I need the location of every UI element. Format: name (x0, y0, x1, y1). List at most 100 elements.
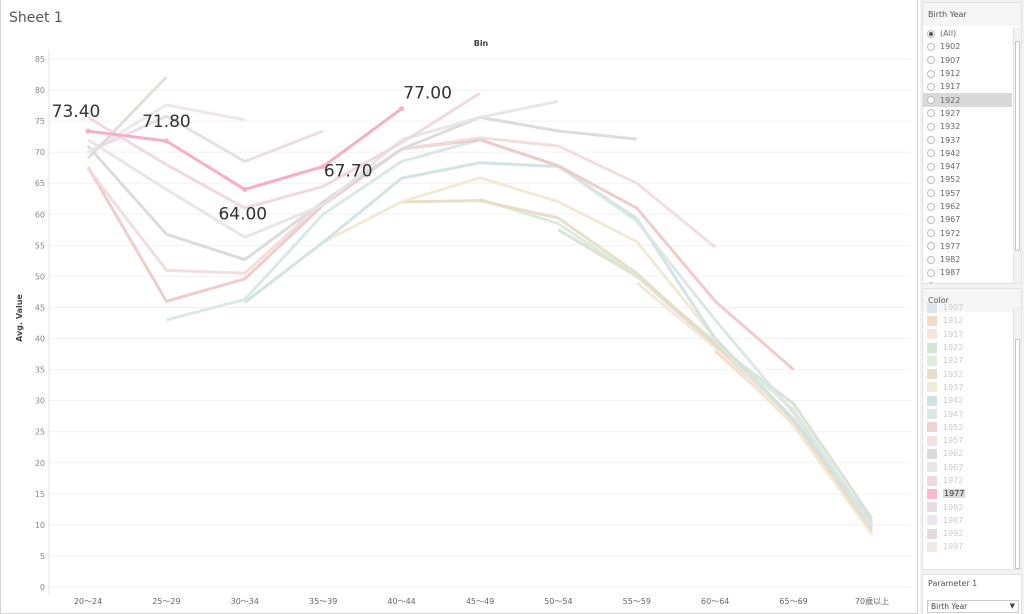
filter-item[interactable]: 1972 (923, 226, 1012, 239)
legend-item[interactable]: 1947 (923, 407, 1012, 420)
y-tick-label: 35 (35, 366, 45, 375)
filter-item[interactable]: 1937 (923, 133, 1012, 146)
color-swatch (927, 488, 937, 499)
legend-item[interactable]: 1987 (923, 514, 1012, 527)
legend-item-label: 1912 (943, 316, 964, 326)
legend-item[interactable]: 1982 (923, 500, 1012, 513)
y-tick-label: 65 (35, 179, 45, 188)
series-line-1972[interactable] (87, 91, 481, 210)
filter-item[interactable]: 1982 (923, 253, 1012, 266)
radio-button[interactable] (927, 175, 935, 184)
color-swatch (927, 342, 937, 353)
radio-button[interactable] (927, 162, 935, 171)
parameter-value: Birth Year (931, 602, 968, 611)
filter-scrollbar[interactable] (1013, 27, 1021, 283)
legend-item[interactable]: 1992 (923, 527, 1012, 540)
legend-item[interactable]: 1952 (923, 421, 1012, 434)
series-line-1967[interactable] (87, 99, 559, 239)
series-line-1962[interactable] (86, 115, 637, 262)
y-tick-label: 50 (35, 272, 45, 281)
series-line-1987[interactable] (87, 103, 246, 154)
filter-item[interactable]: 1992 (923, 280, 1012, 283)
radio-button[interactable] (927, 96, 935, 105)
x-tick-label: 30～34 (231, 597, 259, 606)
side-panel: Birth Year (All) 1902 1907 1912 1917 1922 1927… (920, 0, 1024, 614)
series-line-1957[interactable] (86, 136, 717, 275)
parameter-dropdown[interactable]: Birth Year ▼ (927, 600, 1019, 613)
filter-item[interactable]: 1962 (923, 200, 1012, 213)
legend-item[interactable]: 1912 (923, 314, 1012, 327)
color-legend: Color 1907 1912 1917 1922 1927 1932 1937 1942 19… (922, 288, 1022, 570)
data-point[interactable] (163, 138, 169, 144)
radio-button[interactable] (927, 229, 935, 238)
x-tick-label: 35～39 (309, 597, 337, 606)
radio-button[interactable] (927, 122, 935, 131)
radio-button[interactable] (927, 242, 935, 251)
radio-button[interactable] (927, 202, 935, 211)
radio-button[interactable] (927, 42, 935, 51)
legend-item[interactable]: 1977 (923, 487, 1012, 500)
filter-item[interactable]: 1947 (923, 160, 1012, 173)
data-point[interactable] (320, 163, 326, 169)
data-point[interactable] (399, 106, 405, 112)
color-swatch (927, 502, 937, 513)
legend-item[interactable]: 1922 (923, 341, 1012, 354)
radio-button[interactable] (927, 56, 935, 65)
series-line-1927[interactable] (479, 197, 874, 526)
y-tick-label: 75 (35, 117, 45, 126)
radio-button[interactable] (927, 136, 935, 145)
radio-button[interactable] (927, 82, 935, 91)
legend-item[interactable]: 1942 (923, 394, 1012, 407)
legend-item[interactable]: 1957 (923, 434, 1012, 447)
filter-item[interactable]: (All) (923, 27, 1012, 40)
radio-button[interactable] (927, 189, 935, 198)
legend-item[interactable]: 1937 (923, 381, 1012, 394)
legend-title: Color (923, 289, 1021, 312)
data-point[interactable] (85, 128, 91, 134)
series-line-1937[interactable] (322, 176, 874, 536)
radio-button[interactable] (927, 215, 935, 224)
radio-button[interactable] (927, 268, 935, 277)
radio-button[interactable] (927, 149, 935, 158)
filter-item[interactable]: 1927 (923, 107, 1012, 120)
filter-item[interactable]: 1977 (923, 240, 1012, 253)
data-label: 73.40 (52, 102, 101, 122)
filter-item[interactable]: 1987 (923, 266, 1012, 279)
filter-item-label: 1962 (940, 202, 961, 211)
radio-button[interactable] (927, 109, 935, 118)
filter-item[interactable]: 1917 (923, 80, 1012, 93)
series-line-1992[interactable] (86, 75, 168, 160)
radio-button[interactable] (927, 29, 935, 38)
filter-item[interactable]: 1967 (923, 213, 1012, 226)
filter-item[interactable]: 1922 (923, 93, 1012, 107)
series-line-1947[interactable] (166, 138, 874, 526)
legend-scrollbar[interactable] (1013, 307, 1021, 569)
radio-button[interactable] (927, 255, 935, 264)
legend-item[interactable]: 1997 (923, 540, 1012, 553)
filter-item[interactable]: 1912 (923, 67, 1012, 80)
filter-item[interactable]: 1932 (923, 120, 1012, 133)
radio-button[interactable] (927, 282, 935, 283)
legend-item[interactable]: 1917 (923, 328, 1012, 341)
radio-button[interactable] (927, 69, 935, 78)
filter-item[interactable]: 1957 (923, 187, 1012, 200)
x-tick-label: 20～24 (74, 597, 102, 606)
y-tick-label: 70 (35, 148, 45, 157)
filter-item[interactable]: 1952 (923, 173, 1012, 186)
legend-item[interactable]: 1972 (923, 474, 1012, 487)
series-line-1982[interactable] (87, 114, 324, 163)
legend-item[interactable]: 1927 (923, 354, 1012, 367)
data-label: 77.00 (403, 84, 452, 104)
series-line-1922[interactable] (557, 228, 874, 520)
data-point[interactable] (242, 186, 248, 192)
filter-item[interactable]: 1902 (923, 40, 1012, 53)
filter-item[interactable]: 1907 (923, 54, 1012, 67)
legend-item[interactable]: 1962 (923, 447, 1012, 460)
series-line-1932[interactable] (401, 199, 874, 532)
filter-item[interactable]: 1942 (923, 147, 1012, 160)
series-line-1952[interactable] (86, 138, 795, 371)
legend-item[interactable]: 1932 (923, 367, 1012, 380)
x-tick-label: 55～59 (623, 597, 651, 606)
legend-item[interactable]: 1967 (923, 461, 1012, 474)
legend-item[interactable]: 1907 (923, 301, 1012, 314)
